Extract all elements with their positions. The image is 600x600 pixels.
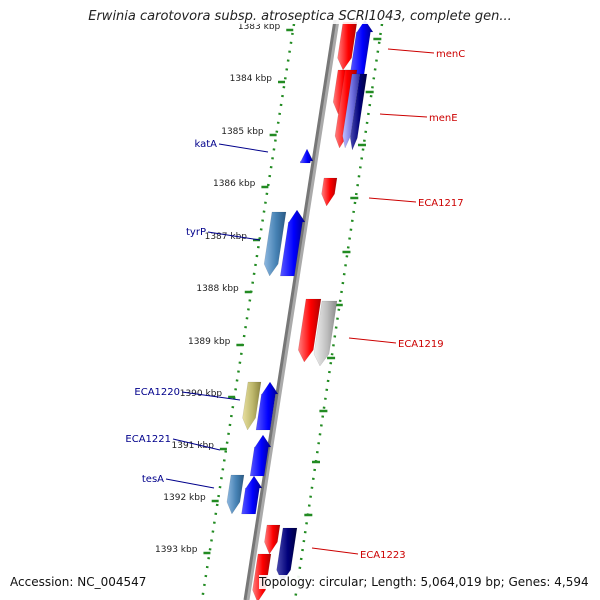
label-tesA: tesA: [142, 474, 164, 485]
label-ECA1219-leader: [348, 337, 397, 344]
gene-ECA1219: [313, 300, 338, 367]
genome-summary: Topology: circular; Length: 5,064,019 bp…: [259, 575, 589, 589]
backbone-shadow: [244, 19, 340, 600]
label-tyrP-leader: [207, 231, 261, 241]
label-ECA1221: ECA1221: [125, 434, 171, 445]
gene-ECA1223-a: [264, 524, 281, 555]
ruler-label: 1390 kbp: [180, 389, 223, 399]
label-ECA1217: ECA1217: [418, 198, 464, 209]
accession-label: Accession: NC_004547: [10, 575, 147, 589]
label-ECA1219: ECA1219: [398, 339, 444, 350]
gene-ECA1220-a: [242, 381, 262, 431]
label-ECA1223: ECA1223: [360, 550, 406, 561]
ruler-label: 1391 kbp: [172, 441, 215, 451]
gene-tyrP-a: [263, 211, 287, 277]
label-menC-leader: [387, 48, 435, 54]
ruler-label: 1389 kbp: [188, 337, 231, 347]
gene-ECA1217: [321, 177, 338, 207]
label-ECA1223-leader: [311, 547, 359, 555]
label-menC: menC: [436, 49, 465, 60]
ruler-label: 1383 kbp: [238, 22, 281, 32]
gene-katA: [299, 148, 314, 164]
ruler-label: 1385 kbp: [221, 127, 264, 137]
gene-ECA1223: [276, 527, 298, 583]
ruler-label: 1384 kbp: [230, 74, 273, 84]
ruler-label: 1387 kbp: [205, 232, 248, 242]
label-tesA-leader: [165, 478, 215, 489]
label-ECA1221-leader: [172, 438, 221, 451]
backbone-line: [243, 19, 337, 600]
gene-tesA: [241, 475, 263, 515]
label-ECA1220-leader: [181, 391, 241, 401]
ruler-label: 1388 kbp: [196, 284, 239, 294]
label-ECA1217-leader: [368, 197, 417, 203]
label-menE-leader: [379, 113, 428, 118]
label-katA: katA: [194, 139, 217, 150]
ruler-left-dotted: [200, 23, 296, 600]
gene-ECA1220: [255, 381, 279, 431]
label-ECA1220: ECA1220: [134, 387, 180, 398]
ruler-label: 1386 kbp: [213, 179, 256, 189]
gene-tesA-a: [226, 474, 245, 515]
ruler-label: 1392 kbp: [163, 493, 206, 503]
map-title: Erwinia carotovora subsp. atroseptica SC…: [0, 9, 600, 24]
label-tyrP: tyrP: [186, 227, 206, 238]
gene-ECA1219-a: [298, 298, 322, 363]
gene-tyrP: [280, 209, 306, 277]
gene-ECA1221: [249, 434, 272, 477]
label-menE: menE: [429, 113, 458, 124]
gene-menE-c: [350, 73, 368, 151]
gene-menE-b: [342, 73, 361, 149]
label-katA-leader: [218, 143, 269, 153]
ruler-label: 1393 kbp: [155, 545, 198, 555]
